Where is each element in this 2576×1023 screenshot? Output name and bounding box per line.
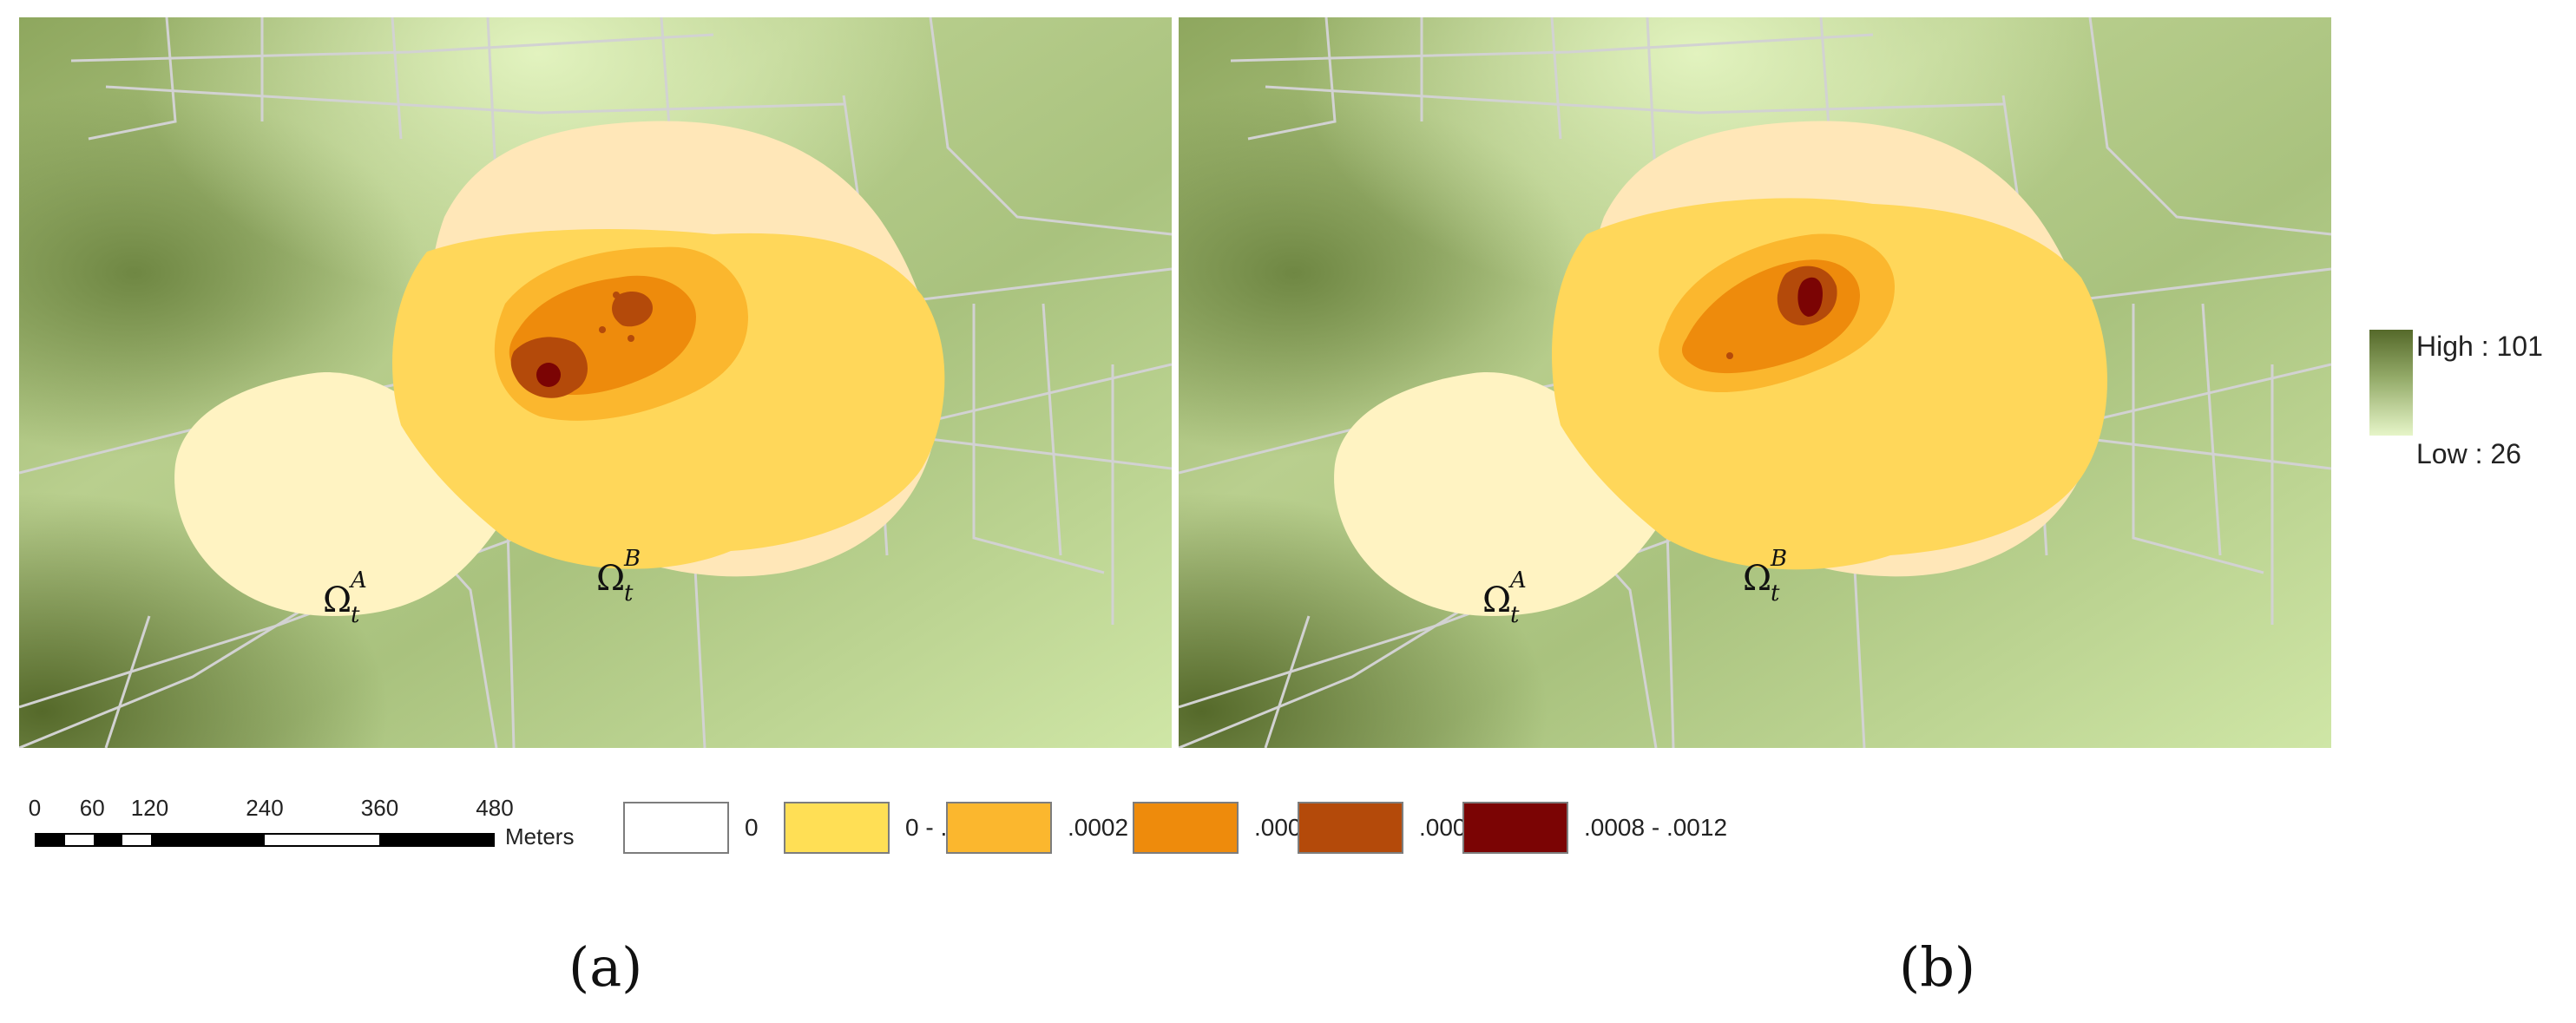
scale-bar-graphic [35,833,495,847]
region-label-a: Ω A t [1482,567,1527,628]
legend-swatch [784,802,890,854]
scale-unit-label: Meters [505,823,575,849]
map-a-svg: Ω A t Ω B t [19,17,1172,748]
legend-swatch [946,802,1052,854]
region-label-b: Ω B t [596,546,641,607]
elevation-high-label: High : 101 [2416,331,2543,362]
legend-swatch [623,802,729,854]
scale-tick-label: 0 [28,795,42,821]
svg-text:Ω: Ω [1743,559,1771,599]
probability-zones [1334,121,2107,616]
legend-label: .0008 - .0012 [1584,814,1728,841]
panel-label-b: (b) [1899,935,1976,999]
svg-text:A: A [349,567,367,593]
svg-text:t: t [1510,602,1520,628]
scale-bar-segment [378,835,493,845]
scale-bar-segment [265,835,379,845]
scale-bar-segment [36,835,65,845]
scale-bar-segment [64,835,94,845]
legend-swatch [1462,802,1568,854]
map-b-svg: Ω A t Ω B t [1179,17,2331,748]
legend-label: 0 [745,814,759,841]
scale-tick-label: 360 [360,795,399,821]
scale-bar-segment [150,835,265,845]
svg-text:Ω: Ω [1482,580,1511,620]
svg-text:t: t [624,580,634,607]
scale-tick-label: 240 [246,795,284,821]
svg-text:t: t [1771,580,1780,607]
elevation-color-ramp [2369,330,2413,436]
svg-text:t: t [351,602,360,628]
svg-text:B: B [623,546,641,572]
scale-tick-label: 120 [130,795,169,821]
map-panel-a: Ω A t Ω B t [19,17,1172,748]
region-label-a: Ω A t [323,567,367,628]
scale-bar-segment [122,835,151,845]
legend-swatch [1298,802,1403,854]
probability-zones [174,121,945,616]
region-label-b: Ω B t [1743,546,1787,607]
map-panel-b: Ω A t Ω B t [1179,17,2331,748]
zone-f [536,363,561,387]
elevation-low-label: Low : 26 [2416,438,2521,469]
svg-text:A: A [1508,567,1527,593]
svg-text:Ω: Ω [596,559,625,599]
svg-text:B: B [1770,546,1787,572]
svg-text:Ω: Ω [323,580,352,620]
scale-bar: Meters 0 60 120 240 360 480 [29,795,616,864]
zone-e-north [612,291,653,327]
panel-label-a: (a) [568,935,643,999]
scale-bar-segment [93,835,122,845]
zone-f [1797,277,1823,317]
scale-tick-label: 60 [79,795,105,821]
scale-tick-label: 480 [476,795,514,821]
legend-swatch [1133,802,1239,854]
